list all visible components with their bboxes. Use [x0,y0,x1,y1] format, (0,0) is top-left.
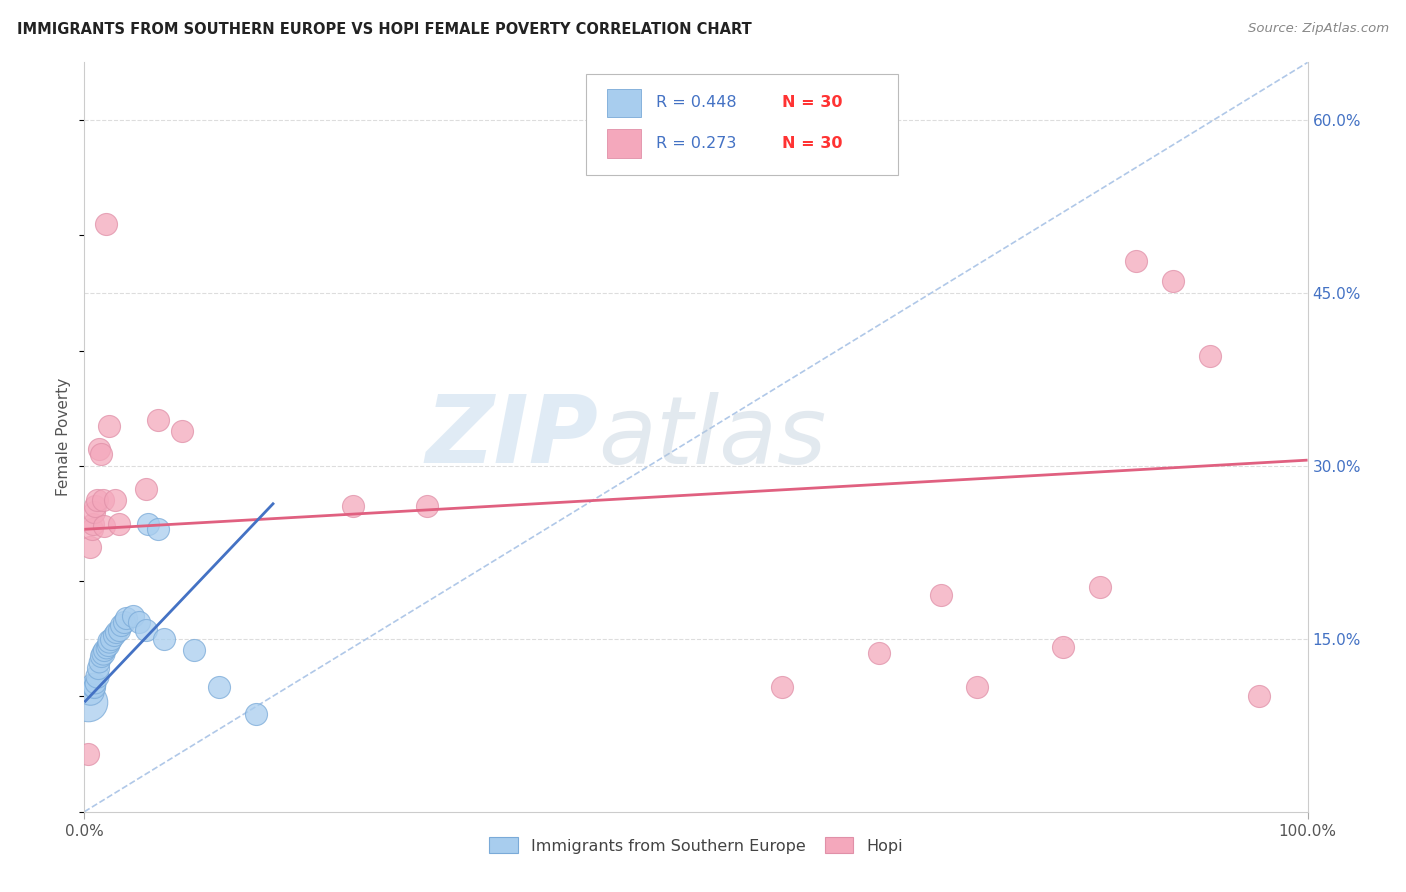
Point [90,447,112,461]
Text: N = 30: N = 30 [782,95,842,111]
Text: atlas: atlas [598,392,827,483]
Point [86,493,108,508]
Point [93,519,115,533]
Point [107,516,129,531]
Point [100,632,122,646]
Text: IMMIGRANTS FROM SOUTHERN EUROPE VS HOPI FEMALE POVERTY CORRELATION CHART: IMMIGRANTS FROM SOUTHERN EUROPE VS HOPI … [17,22,752,37]
Point [342,500,364,514]
Point [1125,253,1147,268]
Point [96,640,118,655]
Point [77,695,100,709]
Text: R = 0.273: R = 0.273 [655,136,735,151]
Point [82,516,104,531]
Point [770,680,793,694]
Point [97,638,120,652]
Point [135,623,157,637]
Point [84,675,107,690]
Point [869,646,891,660]
Y-axis label: Female Poverty: Female Poverty [56,378,72,496]
Point [245,706,267,721]
Point [146,522,169,536]
Point [77,747,100,761]
Point [1247,690,1270,704]
Point [929,588,952,602]
Point [112,615,135,629]
Point [107,623,129,637]
Point [104,493,127,508]
Point [153,632,176,646]
Point [80,522,103,536]
Point [1052,640,1074,654]
Point [87,660,110,674]
Text: Source: ZipAtlas.com: Source: ZipAtlas.com [1249,22,1389,36]
Text: ZIP: ZIP [425,391,598,483]
Point [105,624,128,639]
Point [79,540,101,554]
Point [87,442,110,456]
Text: R = 0.448: R = 0.448 [655,95,737,111]
Point [90,649,112,664]
Point [1198,350,1220,364]
Point [172,425,194,439]
Point [96,217,118,231]
Legend: Immigrants from Southern Europe, Hopi: Immigrants from Southern Europe, Hopi [482,830,910,860]
Point [183,643,205,657]
Point [93,643,115,657]
Point [208,680,231,694]
Point [97,418,120,433]
Point [84,500,107,514]
Point [87,655,110,669]
Point [1161,275,1184,289]
Point [83,680,105,694]
Point [91,646,114,660]
FancyBboxPatch shape [606,129,641,158]
FancyBboxPatch shape [586,74,898,175]
Point [83,505,105,519]
Text: N = 30: N = 30 [782,136,842,151]
Point [86,669,108,683]
Point [103,628,125,642]
Point [82,678,104,692]
Point [1088,580,1111,594]
Point [966,680,988,694]
FancyBboxPatch shape [606,88,641,117]
Point [91,493,114,508]
Point [136,516,159,531]
Point [122,608,145,623]
Point [146,413,169,427]
Point [128,615,150,629]
Point [97,634,120,648]
Point [115,611,138,625]
Point [416,500,439,514]
Point [135,482,157,496]
Point [79,683,101,698]
Point [110,618,132,632]
